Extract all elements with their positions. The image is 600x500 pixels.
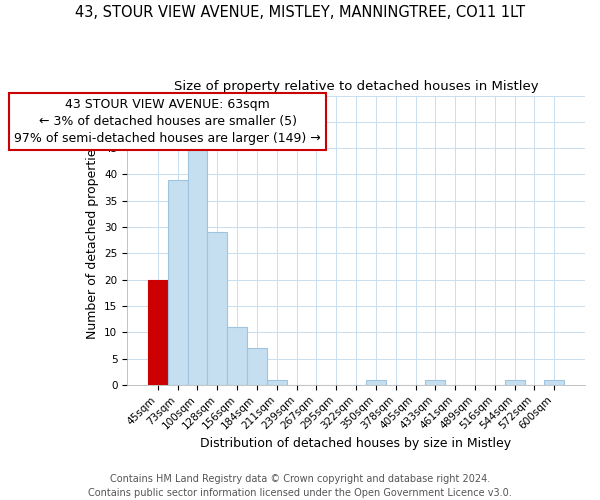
Bar: [148, 280, 168, 385]
Text: 43 STOUR VIEW AVENUE: 63sqm
← 3% of detached houses are smaller (5)
97% of semi-: 43 STOUR VIEW AVENUE: 63sqm ← 3% of deta…: [14, 98, 321, 145]
Bar: [188, 148, 208, 385]
X-axis label: Distribution of detached houses by size in Mistley: Distribution of detached houses by size …: [200, 437, 512, 450]
Bar: [366, 380, 386, 385]
Title: Size of property relative to detached houses in Mistley: Size of property relative to detached ho…: [174, 80, 538, 93]
Bar: [208, 232, 227, 385]
Text: Contains HM Land Registry data © Crown copyright and database right 2024.
Contai: Contains HM Land Registry data © Crown c…: [88, 474, 512, 498]
Bar: [267, 380, 287, 385]
Bar: [227, 327, 247, 385]
Bar: [247, 348, 267, 385]
Bar: [425, 380, 445, 385]
Bar: [505, 380, 524, 385]
Text: 43, STOUR VIEW AVENUE, MISTLEY, MANNINGTREE, CO11 1LT: 43, STOUR VIEW AVENUE, MISTLEY, MANNINGT…: [75, 5, 525, 20]
Bar: [544, 380, 564, 385]
Y-axis label: Number of detached properties: Number of detached properties: [86, 142, 98, 338]
Bar: [168, 180, 188, 385]
